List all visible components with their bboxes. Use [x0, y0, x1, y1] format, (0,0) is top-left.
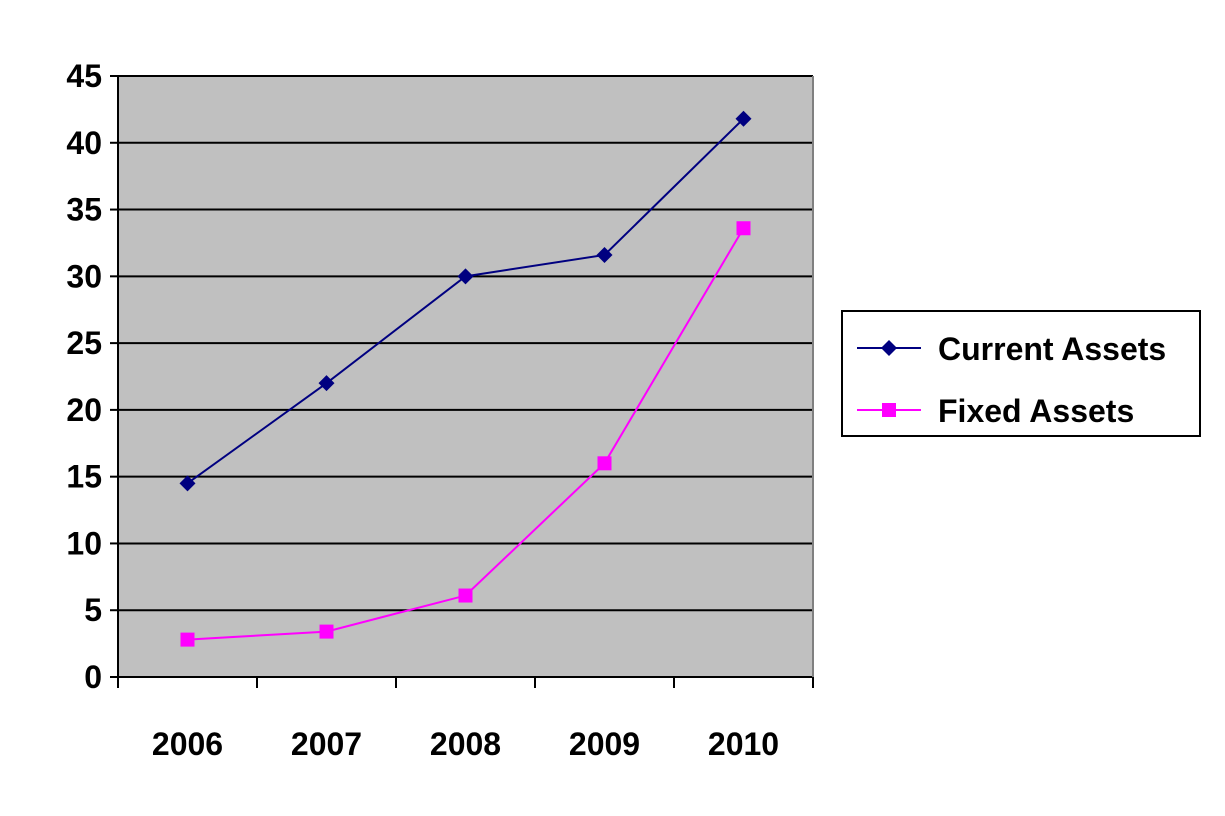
y-tick-label: 20 [66, 392, 102, 428]
x-tick-label: 2006 [152, 726, 223, 762]
plot-area [118, 76, 813, 677]
y-axis-ticks: 0 5 10 15 20 25 30 35 40 45 [66, 58, 118, 695]
series-layer [179, 110, 752, 647]
legend: Current Assets Fixed Assets [841, 310, 1201, 437]
legend-label-current-assets: Current Assets [938, 331, 1166, 367]
data-point-current-assets [735, 110, 752, 127]
y-tick-label: 25 [66, 325, 102, 361]
y-tick-label: 5 [84, 592, 102, 628]
data-point-current-assets [457, 268, 474, 285]
data-point-fixed-assets [180, 632, 195, 647]
legend-label-fixed-assets: Fixed Assets [938, 393, 1134, 429]
data-point-fixed-assets [597, 456, 612, 471]
y-tick-label: 45 [66, 58, 102, 94]
y-tick-label: 30 [66, 258, 102, 294]
y-tick-label: 40 [66, 125, 102, 161]
data-point-fixed-assets [736, 221, 751, 236]
legend-box [841, 310, 1201, 437]
y-tick-label: 10 [66, 525, 102, 561]
legend-marker-fixed-assets [882, 403, 896, 417]
y-tick-label: 15 [66, 459, 102, 495]
x-axis-ticks: 2006 2007 2008 2009 2010 [117, 677, 814, 762]
x-tick-label: 2008 [430, 726, 501, 762]
x-tick-label: 2010 [708, 726, 779, 762]
data-point-fixed-assets [458, 588, 473, 603]
data-point-current-assets [179, 475, 196, 492]
legend-marker-current-assets [881, 340, 897, 356]
y-tick-label: 0 [84, 659, 102, 695]
x-tick-label: 2007 [291, 726, 362, 762]
y-tick-label: 35 [66, 192, 102, 228]
x-tick-label: 2009 [569, 726, 640, 762]
data-point-current-assets [596, 246, 613, 263]
data-point-fixed-assets [319, 624, 334, 639]
data-point-current-assets [318, 375, 335, 392]
